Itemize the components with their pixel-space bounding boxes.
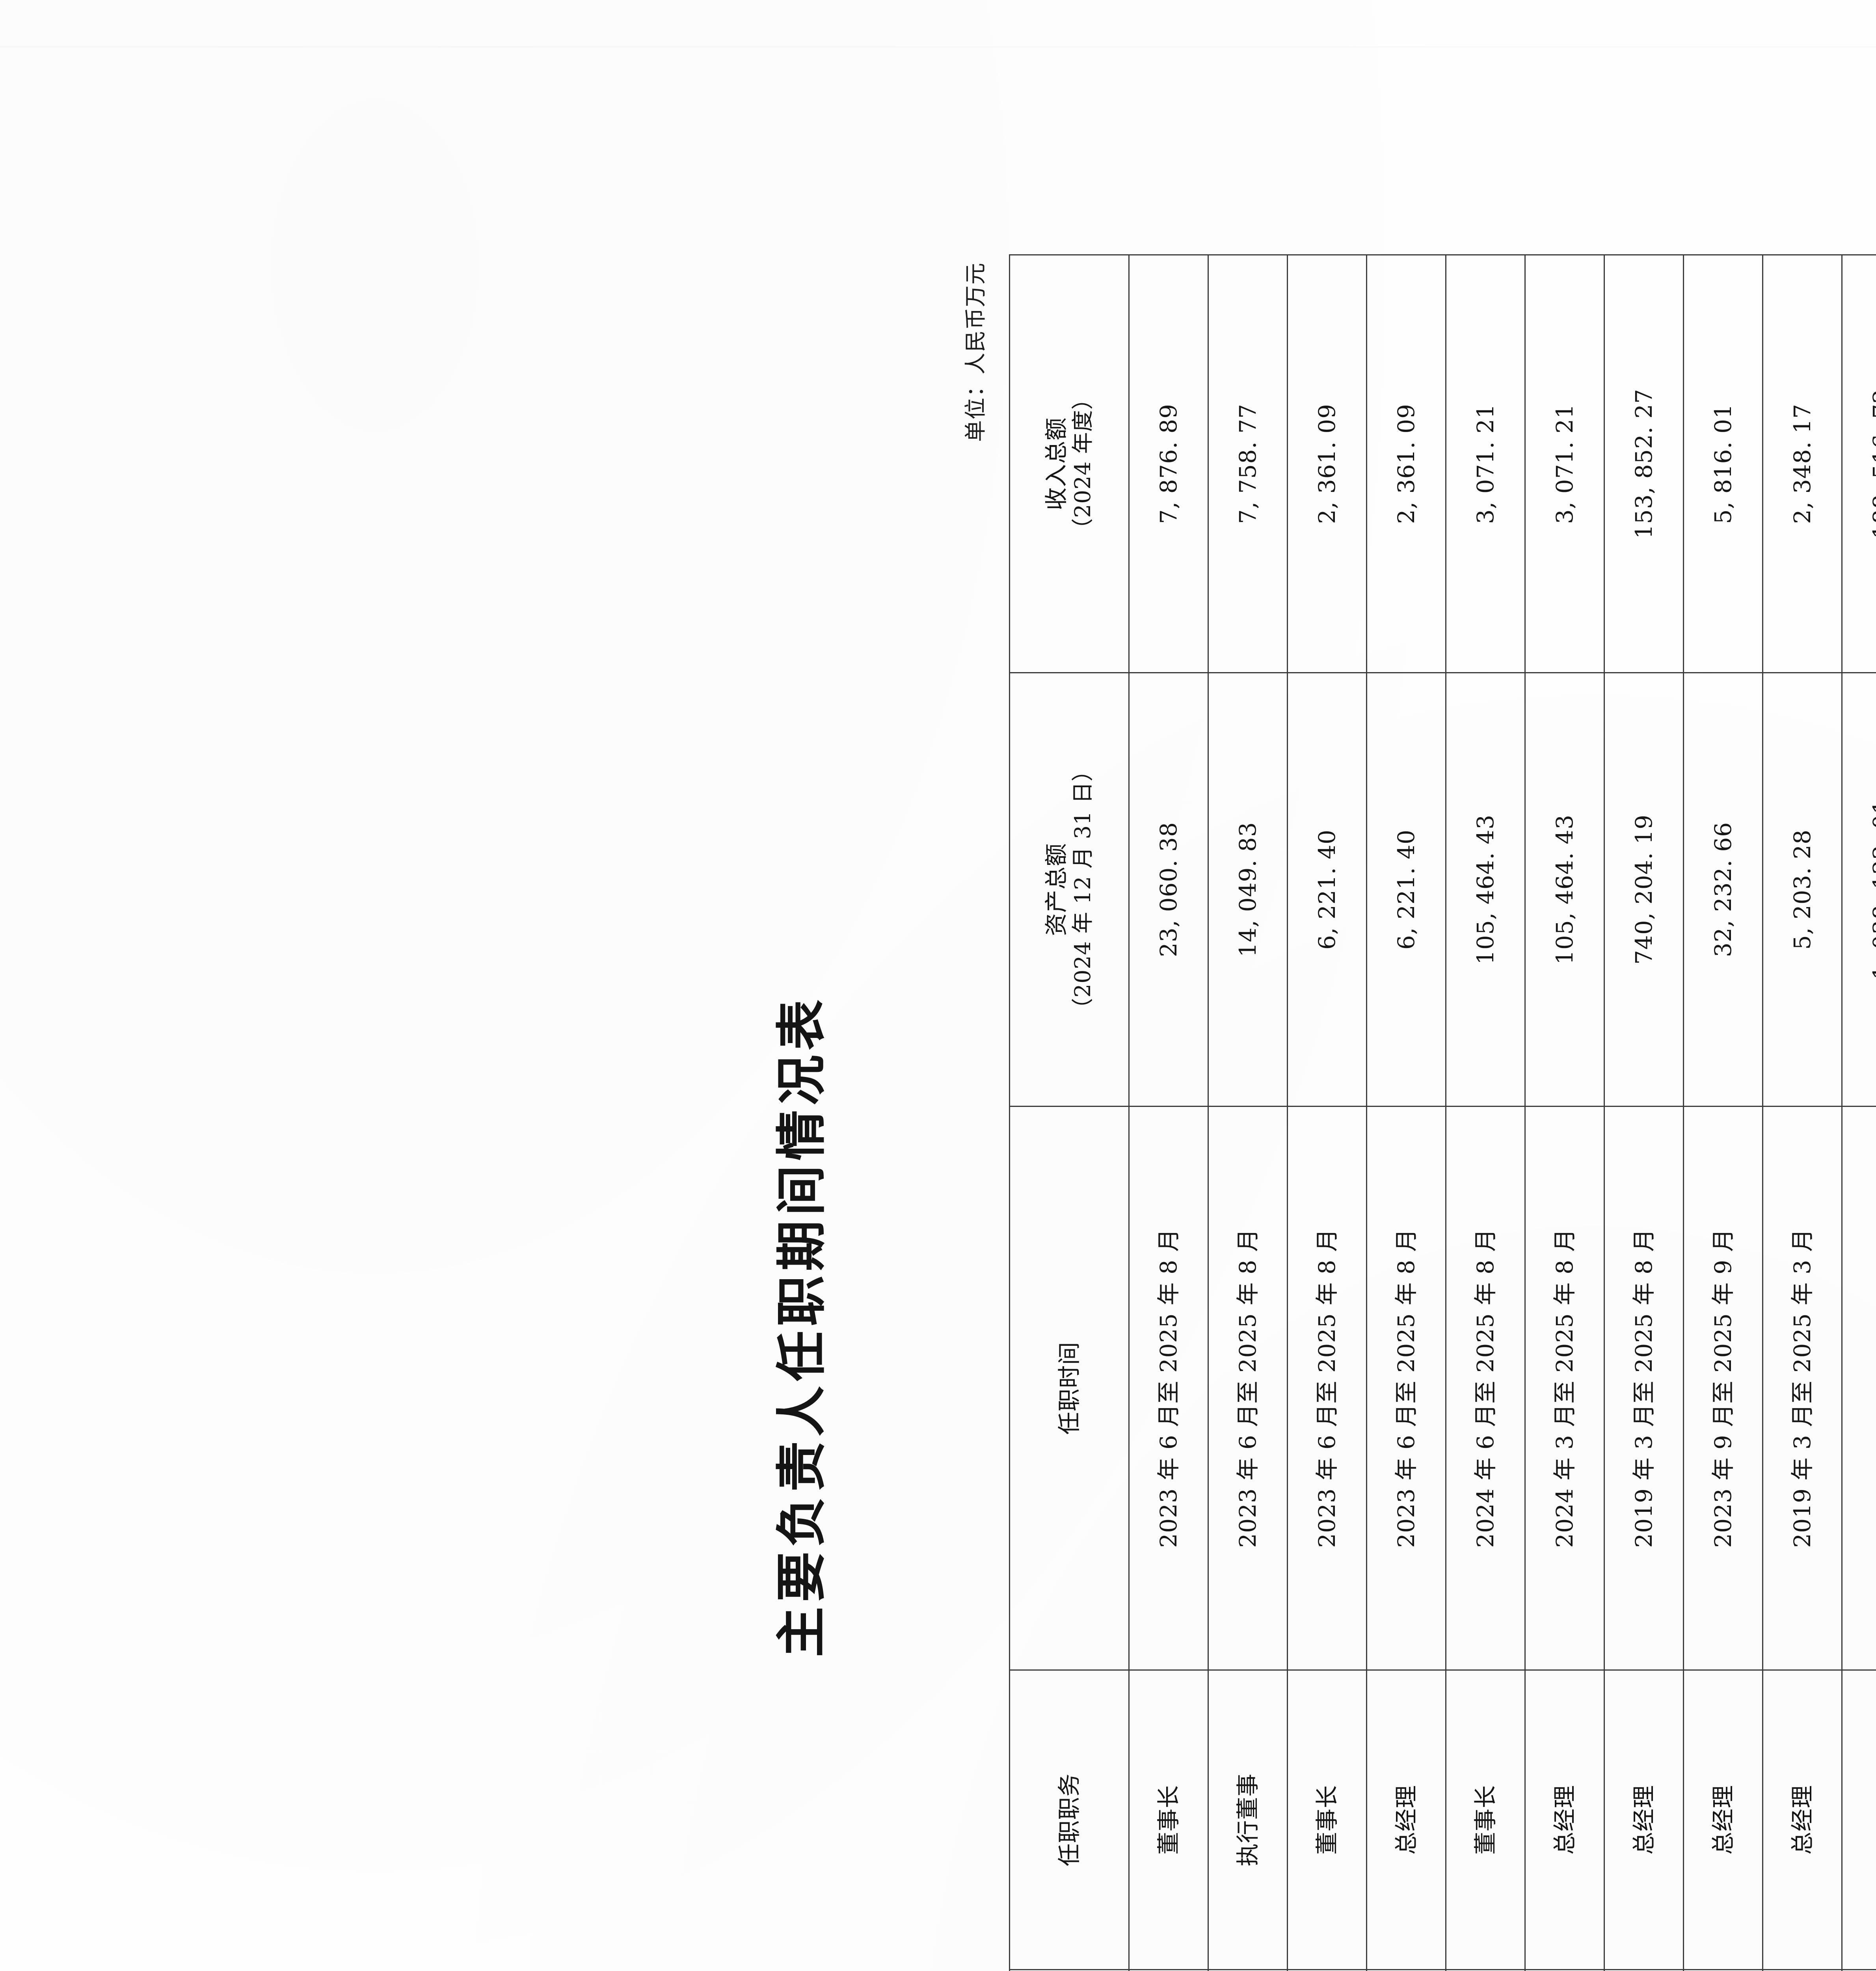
cell-company: 丹石公司 bbox=[1208, 1969, 1288, 1971]
table-row: 2 丹石公司 执行董事 2023 年 6 月至 2025 年 8 月 14, 0… bbox=[1208, 255, 1288, 1971]
total-income: 188, 516. 72 bbox=[1842, 255, 1876, 673]
cell-assets: 5, 203. 28 bbox=[1762, 673, 1842, 1107]
cell-income: 3, 071. 21 bbox=[1446, 255, 1525, 673]
cell-term: 2019 年 3 月至 2025 年 8 月 bbox=[1604, 1106, 1684, 1670]
cell-position: 总经理 bbox=[1683, 1670, 1763, 1970]
cell-company: 物流公司 bbox=[1525, 1969, 1604, 1971]
unit-note: 单位：人民币万元 bbox=[963, 262, 988, 442]
cell-assets: 105, 464. 43 bbox=[1525, 673, 1604, 1107]
table-row: 3 云石公司 董事长 2023 年 6 月至 2025 年 8 月 6, 221… bbox=[1287, 255, 1367, 1971]
page-title: 主要负责人任职期间情况表 bbox=[772, 995, 831, 1658]
cell-income: 2, 361. 09 bbox=[1287, 255, 1367, 673]
cell-income: 2, 361. 09 bbox=[1366, 255, 1446, 673]
cell-company: 云石公司 bbox=[1287, 1969, 1367, 1971]
cell-assets: 6, 221. 40 bbox=[1366, 673, 1446, 1107]
total-blank-term bbox=[1842, 1106, 1876, 1670]
cell-assets: 32, 232. 66 bbox=[1683, 673, 1763, 1107]
cell-term: 2019 年 3 月至 2025 年 3 月 bbox=[1762, 1106, 1842, 1670]
cell-income: 7, 876. 89 bbox=[1129, 255, 1208, 673]
cell-term: 2024 年 6 月至 2025 年 8 月 bbox=[1446, 1106, 1525, 1670]
cell-position: 董事长 bbox=[1446, 1670, 1525, 1970]
cell-assets: 105, 464. 43 bbox=[1446, 673, 1525, 1107]
cell-assets: 23, 060. 38 bbox=[1129, 673, 1208, 1107]
table-row: 6 物流公司 总经理 2024 年 3 月至 2025 年 8 月 105, 4… bbox=[1525, 255, 1604, 1971]
total-assets: 1, 038, 122. 01 bbox=[1842, 673, 1876, 1107]
table-row: 4 云石公司 总经理 2023 年 6 月至 2025 年 8 月 6, 221… bbox=[1366, 255, 1446, 1971]
cell-term: 2023 年 6 月至 2025 年 8 月 bbox=[1129, 1106, 1208, 1670]
table-row: 1 兴宝公司 董事长 2023 年 6 月至 2025 年 8 月 23, 06… bbox=[1129, 255, 1208, 1971]
tenure-table: 序号 公司名称 任职职务 任职时间 资产总额 （20 bbox=[1009, 254, 1876, 1971]
cell-position: 董事长 bbox=[1287, 1670, 1367, 1970]
total-label: 合计 bbox=[1842, 1969, 1876, 1971]
column-header-company: 公司名称 bbox=[1009, 1969, 1129, 1971]
column-header-term-label: 任职时间 bbox=[1055, 1341, 1083, 1435]
cell-company: 物流公司 bbox=[1446, 1969, 1525, 1971]
cell-assets: 14, 049. 83 bbox=[1208, 673, 1288, 1107]
table-row: 8 公交公司 总经理 2023 年 9 月至 2025 年 9 月 32, 23… bbox=[1683, 255, 1763, 1971]
cell-assets: 740, 204. 19 bbox=[1604, 673, 1684, 1107]
cell-income: 2, 348. 17 bbox=[1762, 255, 1842, 673]
table-header: 序号 公司名称 任职职务 任职时间 资产总额 （20 bbox=[1009, 255, 1129, 1971]
table-total-row: 合计 1, 038, 122. 01 188, 516. 72 bbox=[1842, 255, 1876, 1971]
cell-company: 云石公司 bbox=[1366, 1969, 1446, 1971]
cell-assets: 6, 221. 40 bbox=[1287, 673, 1367, 1107]
header-row: 序号 公司名称 任职职务 任职时间 资产总额 （20 bbox=[1009, 255, 1129, 1971]
cell-term: 2023 年 6 月至 2025 年 8 月 bbox=[1287, 1106, 1367, 1670]
cell-term: 2023 年 9 月至 2025 年 9 月 bbox=[1683, 1106, 1763, 1670]
cell-company: 佳岳公司 bbox=[1762, 1969, 1842, 1971]
column-header-assets-sub: （2024 年 12 月 31 日） bbox=[1070, 759, 1095, 1020]
cell-company: 兴宝公司 bbox=[1129, 1969, 1208, 1971]
table-row: 7 路桥公司 总经理 2019 年 3 月至 2025 年 8 月 740, 2… bbox=[1604, 255, 1684, 1971]
column-header-position-label: 任职职务 bbox=[1055, 1773, 1083, 1867]
cell-income: 5, 816. 01 bbox=[1683, 255, 1763, 673]
cell-company: 公交公司 bbox=[1683, 1969, 1763, 1971]
cell-position: 执行董事 bbox=[1208, 1670, 1288, 1970]
cell-term: 2024 年 3 月至 2025 年 8 月 bbox=[1525, 1106, 1604, 1670]
table-row: 5 物流公司 董事长 2024 年 6 月至 2025 年 8 月 105, 4… bbox=[1446, 255, 1525, 1971]
cell-term: 2023 年 6 月至 2025 年 8 月 bbox=[1208, 1106, 1288, 1670]
column-header-income: 收入总额 （2024 年度） bbox=[1009, 255, 1129, 673]
cell-income: 7, 758. 77 bbox=[1208, 255, 1288, 673]
column-header-income-sub: （2024 年度） bbox=[1070, 387, 1095, 540]
column-header-income-label: 收入总额 bbox=[1043, 417, 1070, 510]
total-blank-position bbox=[1842, 1670, 1876, 1970]
cell-income: 153, 852. 27 bbox=[1604, 255, 1684, 673]
column-header-term: 任职时间 bbox=[1009, 1106, 1129, 1670]
column-header-position: 任职职务 bbox=[1009, 1670, 1129, 1970]
table-row: 9 佳岳公司 总经理 2019 年 3 月至 2025 年 3 月 5, 203… bbox=[1762, 255, 1842, 1971]
cell-income: 3, 071. 21 bbox=[1525, 255, 1604, 673]
table-body: 1 兴宝公司 董事长 2023 年 6 月至 2025 年 8 月 23, 06… bbox=[1129, 255, 1876, 1971]
cell-position: 总经理 bbox=[1366, 1670, 1446, 1970]
cell-position: 总经理 bbox=[1604, 1670, 1684, 1970]
cell-term: 2023 年 6 月至 2025 年 8 月 bbox=[1366, 1106, 1446, 1670]
cell-position: 总经理 bbox=[1762, 1670, 1842, 1970]
column-header-assets-label: 资产总额 bbox=[1043, 843, 1070, 936]
cell-company: 路桥公司 bbox=[1604, 1969, 1684, 1971]
cell-position: 董事长 bbox=[1129, 1670, 1208, 1970]
column-header-assets: 资产总额 （2024 年 12 月 31 日） bbox=[1009, 673, 1129, 1107]
cell-position: 总经理 bbox=[1525, 1670, 1604, 1970]
